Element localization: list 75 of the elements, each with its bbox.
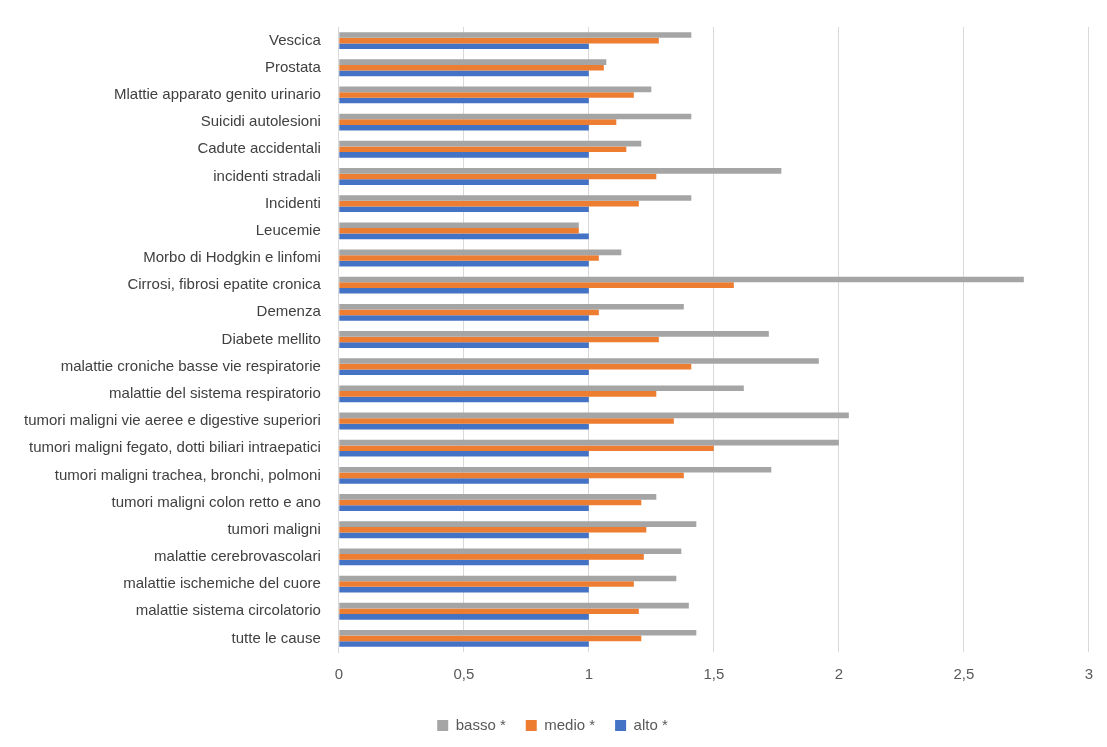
y-tick-label: incidenti stradali <box>213 166 321 184</box>
bar <box>339 119 617 125</box>
bar <box>339 282 734 288</box>
bar <box>339 303 684 310</box>
y-tick-label: malattie cerebrovascolari <box>154 547 321 565</box>
y-tick-label: tumori maligni colon retto e ano <box>111 492 321 510</box>
legend-label: medio * <box>544 715 596 733</box>
bar <box>339 614 589 620</box>
bar <box>339 255 599 261</box>
y-tick-label: tumori maligni vie aeree e digestive superiori <box>23 411 321 429</box>
x-tick-label: 2,5 <box>953 665 975 683</box>
y-tick-label: Morbo di Hodgkin e linfomi <box>143 248 321 266</box>
y-tick-label: Diabete mellito <box>221 329 321 347</box>
y-tick-label: tumori maligni fegato, dotti biliari intraepatici <box>28 438 321 456</box>
y-tick-label: malattie ischemiche del cuore <box>123 574 321 592</box>
bar <box>339 64 604 71</box>
bar <box>339 641 589 647</box>
y-tick-label: malattie del sistema respiratorio <box>109 383 321 401</box>
y-tick-label: malattie sistema circolatorio <box>135 601 321 619</box>
bar <box>339 608 639 615</box>
bar <box>339 228 579 234</box>
bar <box>339 478 589 484</box>
legend-label: alto * <box>633 715 668 733</box>
y-tick-label: malattie croniche basse vie respiratorie <box>60 356 321 374</box>
bar <box>339 92 634 98</box>
bar <box>339 168 782 174</box>
bar <box>339 358 819 364</box>
bar <box>339 391 657 397</box>
bar <box>339 581 634 587</box>
x-tick-label: 1,5 <box>703 665 725 683</box>
y-tick-label: Incidenti <box>264 193 321 211</box>
bar <box>339 494 657 500</box>
bar <box>339 124 589 131</box>
x-tick-label: 1 <box>584 665 593 683</box>
y-tick-label: Prostata <box>264 57 322 75</box>
bar <box>339 331 769 337</box>
bar <box>339 32 692 38</box>
y-tick-label: Vescica <box>269 30 322 48</box>
x-tick-label: 0,5 <box>453 665 475 683</box>
bar <box>339 195 692 201</box>
bar <box>339 445 714 451</box>
y-tick-label: Demenza <box>256 302 322 320</box>
bar <box>339 466 772 473</box>
bar <box>339 554 644 560</box>
bar <box>339 629 697 636</box>
bar <box>339 206 589 213</box>
y-tick-label: Leucemie <box>255 220 321 238</box>
bar <box>339 146 627 153</box>
x-tick-label: 2 <box>834 665 843 683</box>
bar <box>339 287 589 294</box>
y-tick-label: Cirrosi, fibrosi epatite cronica <box>127 275 322 293</box>
bar <box>339 179 589 185</box>
bar <box>339 315 589 321</box>
bar <box>339 418 674 424</box>
bar <box>339 451 589 457</box>
bar <box>339 369 589 376</box>
x-tick-label: 0 <box>334 665 343 683</box>
y-tick-label: tumori maligni trachea, bronchi, polmoni <box>54 465 321 483</box>
bar <box>339 152 589 158</box>
bar <box>339 505 589 511</box>
y-tick-label: Cadute accidentali <box>197 139 321 157</box>
y-tick-label: Suicidi autolesioni <box>200 112 321 130</box>
y-tick-label: Mlattie apparato genito urinario <box>114 85 321 103</box>
y-tick-label: tutte le cause <box>231 628 321 646</box>
bar <box>339 342 589 348</box>
legend-label: basso * <box>455 715 506 733</box>
bar <box>339 222 579 228</box>
bar <box>339 526 647 533</box>
bar <box>339 385 744 392</box>
bar <box>339 43 589 50</box>
bar <box>339 521 697 527</box>
y-tick-label: tumori maligni <box>227 519 321 537</box>
bar <box>339 548 682 555</box>
x-tick-label: 3 <box>1084 665 1093 683</box>
bar <box>339 59 607 65</box>
